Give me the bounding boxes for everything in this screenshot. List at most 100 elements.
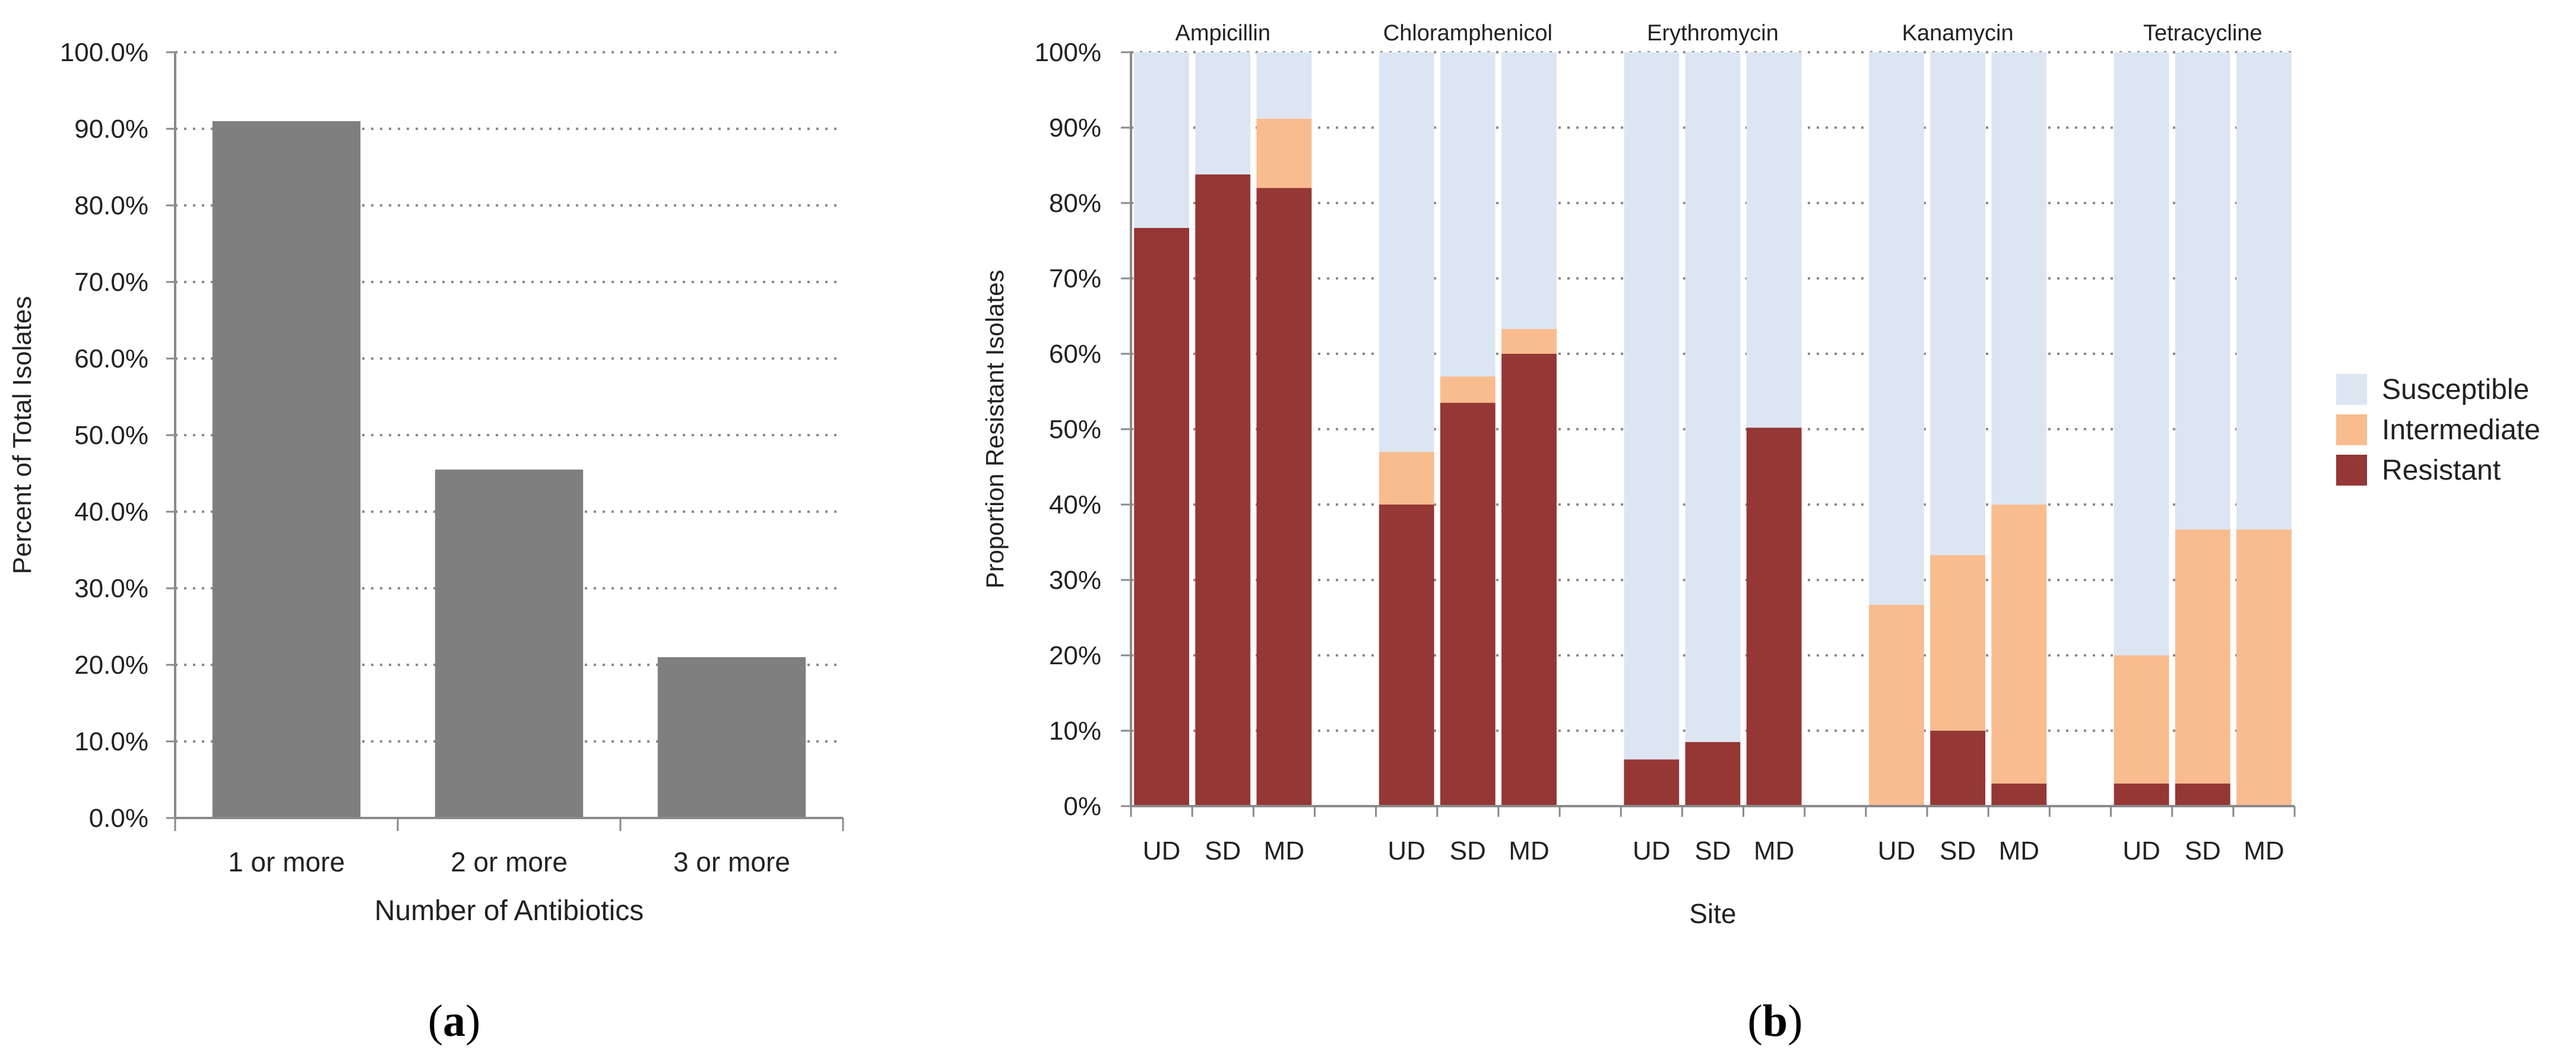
legend-swatch-intermediate [2336, 414, 2367, 445]
x-tick-label: SD [1694, 836, 1731, 865]
y-tick-label: 50.0% [74, 421, 148, 450]
y-tick-label: 40% [1049, 490, 1101, 519]
bar [212, 121, 361, 819]
y-tick-label: 80.0% [74, 191, 148, 220]
bar [657, 657, 806, 818]
x-axis-label: Site [1689, 898, 1736, 929]
bar-segment-susceptible [1991, 52, 2047, 505]
x-tick-label: UD [1143, 836, 1181, 865]
x-tick-label: MD [1999, 836, 2039, 865]
bar-segment-susceptible [2114, 52, 2169, 655]
x-tick-label: 1 or more [228, 846, 345, 877]
bar-segment-susceptible [2236, 52, 2292, 530]
group-label: Tetracycline [2143, 21, 2263, 46]
bar-segment-susceptible [1256, 52, 1312, 119]
bar-segment-intermediate [2236, 529, 2292, 806]
bar-segment-susceptible [1195, 52, 1251, 175]
bar-segment-intermediate [1256, 118, 1312, 188]
legend-label: Intermediate [2382, 414, 2540, 446]
bar-segment-susceptible [1624, 52, 1680, 760]
bar-segment-susceptible [1379, 52, 1434, 452]
panel-label-b-letter: b [1763, 996, 1788, 1046]
chart-b: 0% 10% 20% 30% 40% 50% 60% 70% 80% 90% 100% Ampicil… [981, 21, 2540, 929]
bar-segment-resistant [1746, 427, 1802, 806]
bar-segment-resistant [1685, 742, 1741, 806]
y-tick-label: 90% [1049, 113, 1101, 142]
bar-segment-resistant [1134, 227, 1189, 806]
bar-segment-susceptible [1501, 52, 1557, 329]
x-tick-label: SD [1205, 836, 1241, 865]
y-tick-label: 50% [1049, 415, 1101, 444]
y-tick-label: 40.0% [74, 497, 148, 527]
y-tick-label: 10% [1049, 716, 1101, 746]
y-tick-label: 70% [1049, 264, 1101, 293]
y-tick-label: 10.0% [74, 727, 148, 756]
y-tick-label: 20.0% [74, 651, 148, 680]
x-tick-label: UD [1878, 836, 1916, 865]
bar-segment-resistant [1501, 354, 1557, 806]
bar-segment-intermediate [1501, 329, 1557, 354]
y-tick-label: 100% [1034, 38, 1101, 67]
y-tick-label: 30% [1049, 566, 1101, 595]
bar-segment-susceptible [1134, 52, 1189, 228]
y-tick-label: 80% [1049, 189, 1101, 218]
y-axis-label: Proportion Resistant Isolates [981, 270, 1009, 589]
bar-segment-resistant [1930, 731, 1986, 806]
bar-segment-intermediate [1991, 505, 2047, 784]
x-tick-label: MD [1264, 836, 1304, 865]
bar-segment-susceptible [1685, 52, 1741, 743]
bar-segment-resistant [1624, 759, 1680, 806]
bar-segment-susceptible [1440, 52, 1495, 377]
bar-segment-resistant [2114, 783, 2169, 806]
panel-label-a: (a) [428, 996, 481, 1046]
y-tick-label: 70.0% [74, 268, 148, 297]
group-label: Erythromycin [1647, 21, 1779, 46]
bar-segment-intermediate [1379, 452, 1434, 505]
y-tick-label: 60.0% [74, 344, 148, 373]
x-tick-label: SD [1450, 836, 1486, 865]
y-tick-label: 90.0% [74, 115, 148, 144]
bar-segment-resistant [1440, 402, 1495, 806]
x-tick-label: SD [2185, 836, 2221, 865]
bar-segment-intermediate [1440, 376, 1495, 403]
y-tick-label: 100.0% [60, 38, 148, 67]
legend-swatch-susceptible [2336, 374, 2367, 405]
bar-segment-resistant [1256, 188, 1312, 807]
panel-label-a-letter: a [443, 996, 465, 1046]
x-tick-label: UD [1633, 836, 1671, 865]
bar-segment-intermediate [2175, 529, 2230, 784]
group-label: Ampicillin [1175, 21, 1270, 46]
bar-segment-intermediate [1869, 604, 1924, 806]
y-tick-label: 0% [1063, 792, 1101, 821]
y-tick-label: 0.0% [89, 804, 148, 833]
bar-segment-susceptible [1746, 52, 1802, 428]
x-tick-label: UD [1387, 836, 1425, 865]
bar-segment-intermediate [2114, 655, 2169, 784]
x-tick-label: UD [2122, 836, 2160, 865]
panel-label-b: (b) [1748, 996, 1803, 1046]
legend-label: Resistant [2382, 455, 2501, 486]
x-axis-label: Number of Antibiotics [375, 895, 644, 927]
bar-segment-resistant [2175, 783, 2230, 806]
bar-segment-susceptible [1930, 52, 1986, 556]
x-tick-label: MD [1509, 836, 1549, 865]
y-tick-label: 30.0% [74, 574, 148, 603]
x-tick-label: MD [1754, 836, 1794, 865]
y-tick-label: 20% [1049, 641, 1101, 670]
x-tick-label: 3 or more [673, 846, 790, 877]
bar [435, 470, 584, 818]
x-tick-label: MD [2244, 836, 2284, 865]
bar-segment-resistant [1991, 783, 2047, 806]
y-tick-label: 60% [1049, 340, 1101, 369]
y-axis-label: Percent of Total Isolates [8, 296, 37, 575]
bar-segment-intermediate [1930, 555, 1986, 731]
legend: Susceptible Intermediate Resistant [2336, 374, 2540, 486]
bar-segment-resistant [1195, 174, 1251, 806]
legend-swatch-resistant [2336, 455, 2367, 486]
bar-segment-susceptible [2175, 52, 2230, 530]
bar-segment-susceptible [1869, 52, 1924, 605]
chart-a: 0.0% 10.0% 20.0% 30.0% 40.0% 50.0% 60.0% 70.0% 8… [8, 38, 844, 927]
group-label: Chloramphenicol [1383, 21, 1552, 46]
x-tick-label: 2 or more [451, 846, 568, 877]
